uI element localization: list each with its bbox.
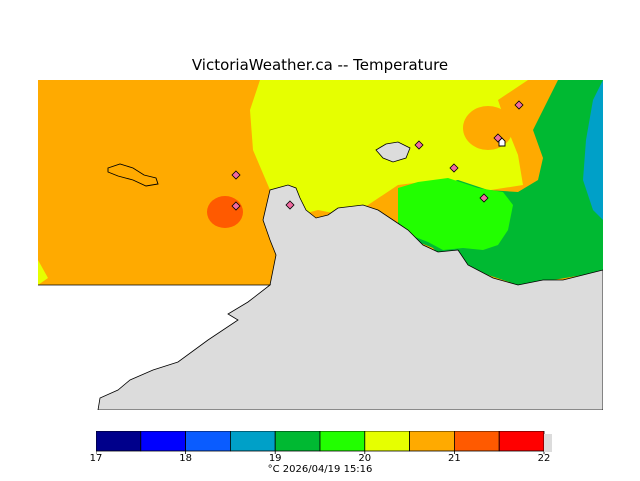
color-scale-boxes xyxy=(96,431,545,454)
unit-label: °C xyxy=(267,464,280,475)
color-scale-box xyxy=(140,431,186,452)
station-marker xyxy=(479,193,489,203)
station-markers xyxy=(231,100,524,211)
color-scale-tick-label: 20 xyxy=(358,453,372,464)
color-scale-box xyxy=(274,431,321,452)
land-area xyxy=(38,184,603,410)
zone-19-teal xyxy=(583,80,603,220)
color-scale-box xyxy=(319,431,366,452)
color-scale-box xyxy=(229,431,276,452)
station-marker xyxy=(231,170,241,180)
color-scale-box xyxy=(409,431,455,452)
station-marker xyxy=(285,200,295,210)
color-scale xyxy=(96,431,552,454)
color-scale-tick-label: 22 xyxy=(537,453,551,464)
color-scale-box xyxy=(453,431,500,452)
zone-20-yellow-wedge xyxy=(38,260,48,285)
map-title: VictoriaWeather.ca -- Temperature xyxy=(191,56,449,74)
station-marker xyxy=(514,100,524,110)
color-scale-box xyxy=(96,431,142,452)
scale-caption: °C 2026/04/19 15:16 xyxy=(96,464,544,475)
island xyxy=(107,163,159,187)
color-scale-tick-label: 19 xyxy=(268,453,282,464)
color-scale-tick-label: 17 xyxy=(89,453,103,464)
station-marker xyxy=(231,201,241,211)
home-marker xyxy=(498,137,506,147)
color-scale-tick-label: 21 xyxy=(448,453,461,464)
zone-21-orange-spot xyxy=(463,106,513,150)
color-scale-out-of-range xyxy=(544,434,552,452)
color-scale-box xyxy=(185,431,231,452)
temperature-map[interactable] xyxy=(38,80,603,410)
zone-21-red-orange-spot xyxy=(207,196,243,228)
color-scale-box xyxy=(364,431,410,452)
timestamp: 2026/04/19 15:16 xyxy=(282,464,373,475)
station-marker xyxy=(414,140,424,150)
inlet xyxy=(375,141,411,163)
color-scale-box xyxy=(498,431,545,452)
station-marker xyxy=(449,163,459,173)
color-scale-tick-label: 18 xyxy=(179,453,192,464)
